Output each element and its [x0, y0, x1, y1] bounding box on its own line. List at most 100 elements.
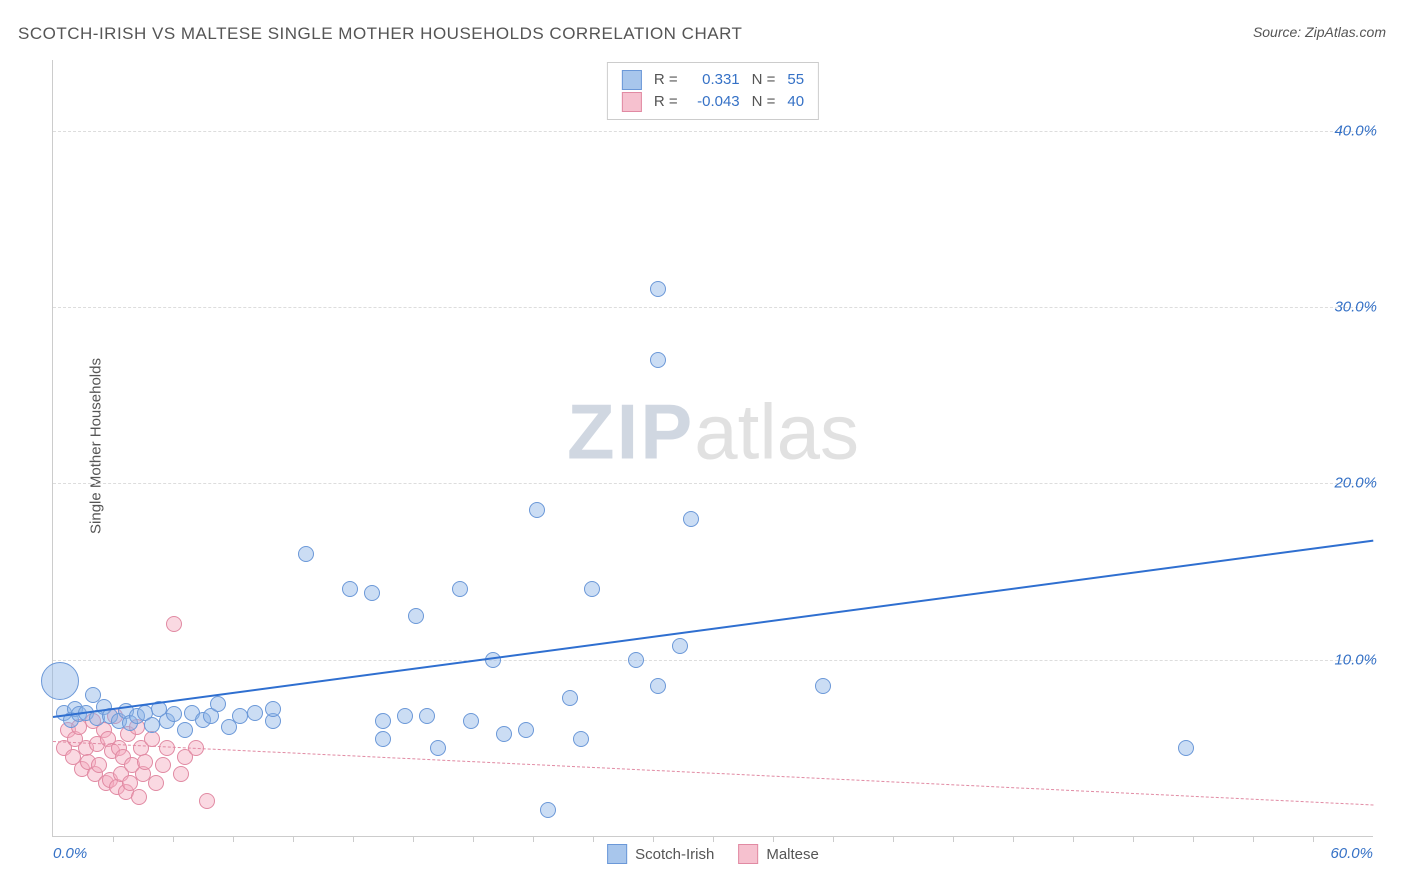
scotch-irish-point — [518, 722, 534, 738]
r-label: R = — [654, 69, 678, 91]
y-tick-label: 40.0% — [1334, 122, 1377, 139]
n-value: 55 — [787, 69, 804, 91]
scotch-irish-point — [430, 740, 446, 756]
scotch-irish-point — [584, 581, 600, 597]
scotch-irish-point — [397, 708, 413, 724]
scotch-irish-point — [452, 581, 468, 597]
source-name: ZipAtlas.com — [1305, 24, 1386, 40]
scotch-irish-point — [540, 802, 556, 818]
x-tick-mark — [233, 836, 234, 842]
x-tick-mark — [1193, 836, 1194, 842]
x-tick-mark — [593, 836, 594, 842]
gridline — [53, 483, 1373, 484]
scotch-irish-point — [1178, 740, 1194, 756]
scotch-irish-point — [650, 352, 666, 368]
x-tick-mark — [713, 836, 714, 842]
scotch-irish-point — [419, 708, 435, 724]
y-tick-label: 20.0% — [1334, 475, 1377, 492]
scotch-irish-point — [815, 678, 831, 694]
gridline — [53, 660, 1373, 661]
scotch-irish-point — [496, 726, 512, 742]
x-tick-mark — [653, 836, 654, 842]
scotch-irish-point — [144, 717, 160, 733]
scotch-irish-point — [408, 608, 424, 624]
gridline — [53, 131, 1373, 132]
r-value: 0.331 — [690, 69, 740, 91]
watermark: ZIPatlas — [567, 387, 859, 478]
maltese-point — [148, 775, 164, 791]
n-value: 40 — [787, 91, 804, 113]
scotch-irish-point — [375, 713, 391, 729]
series-legend: Scotch-Irish Maltese — [607, 844, 819, 864]
legend-swatch — [607, 844, 627, 864]
x-tick-mark — [533, 836, 534, 842]
x-tick-mark — [1073, 836, 1074, 842]
scotch-irish-point — [628, 652, 644, 668]
scotch-irish-point — [375, 731, 391, 747]
gridline — [53, 307, 1373, 308]
trend-line — [53, 741, 1373, 805]
legend-row: R = -0.043 N = 40 — [622, 91, 804, 113]
scotch-irish-point — [683, 511, 699, 527]
scotch-irish-point — [232, 708, 248, 724]
legend-item: Maltese — [738, 844, 819, 864]
scotch-irish-point — [364, 585, 380, 601]
n-label: N = — [752, 69, 776, 91]
x-tick-mark — [473, 836, 474, 842]
watermark-atlas: atlas — [694, 388, 859, 476]
x-tick-label: 60.0% — [1330, 845, 1373, 862]
trend-line — [53, 540, 1373, 718]
scotch-irish-point — [342, 581, 358, 597]
scotch-irish-point — [265, 701, 281, 717]
r-label: R = — [654, 91, 678, 113]
legend-swatch — [738, 844, 758, 864]
scotch-irish-point — [177, 722, 193, 738]
x-tick-mark — [173, 836, 174, 842]
y-tick-label: 30.0% — [1334, 298, 1377, 315]
maltese-point — [199, 793, 215, 809]
maltese-point — [91, 757, 107, 773]
x-tick-mark — [1013, 836, 1014, 842]
scotch-irish-point — [650, 678, 666, 694]
scotch-irish-point — [166, 706, 182, 722]
legend-row: R = 0.331 N = 55 — [622, 69, 804, 91]
x-tick-mark — [893, 836, 894, 842]
legend-swatch — [622, 92, 642, 112]
maltese-point — [131, 789, 147, 805]
x-tick-mark — [953, 836, 954, 842]
scotch-irish-point — [247, 705, 263, 721]
x-tick-mark — [773, 836, 774, 842]
scotch-irish-point — [573, 731, 589, 747]
maltese-point — [155, 757, 171, 773]
correlation-legend: R = 0.331 N = 55 R = -0.043 N = 40 — [607, 62, 819, 120]
x-tick-mark — [833, 836, 834, 842]
maltese-point — [166, 616, 182, 632]
maltese-point — [173, 766, 189, 782]
x-tick-mark — [293, 836, 294, 842]
scotch-irish-point — [41, 662, 79, 700]
chart-title: SCOTCH-IRISH VS MALTESE SINGLE MOTHER HO… — [18, 24, 742, 44]
x-tick-mark — [353, 836, 354, 842]
scotch-irish-point — [298, 546, 314, 562]
legend-swatch — [622, 70, 642, 90]
legend-label: Scotch-Irish — [635, 846, 714, 863]
chart-container: SCOTCH-IRISH VS MALTESE SINGLE MOTHER HO… — [0, 0, 1406, 892]
r-value: -0.043 — [690, 91, 740, 113]
legend-label: Maltese — [766, 846, 819, 863]
x-tick-mark — [1133, 836, 1134, 842]
source-label: Source: — [1253, 24, 1301, 40]
y-tick-label: 10.0% — [1334, 651, 1377, 668]
maltese-point — [137, 754, 153, 770]
scotch-irish-point — [463, 713, 479, 729]
legend-item: Scotch-Irish — [607, 844, 714, 864]
x-tick-label: 0.0% — [53, 845, 87, 862]
n-label: N = — [752, 91, 776, 113]
scotch-irish-point — [672, 638, 688, 654]
watermark-zip: ZIP — [567, 388, 694, 476]
x-tick-mark — [1253, 836, 1254, 842]
plot-area: ZIPatlas R =0.331N =55R =-0.043N =40 Sco… — [52, 60, 1373, 837]
scotch-irish-point — [210, 696, 226, 712]
scotch-irish-point — [650, 281, 666, 297]
x-tick-mark — [113, 836, 114, 842]
scotch-irish-point — [529, 502, 545, 518]
